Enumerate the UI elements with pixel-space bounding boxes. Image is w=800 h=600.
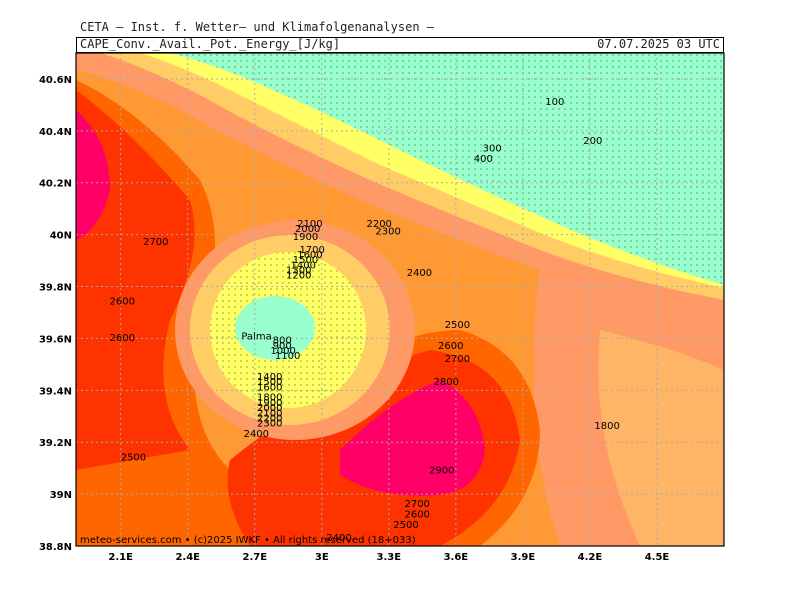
lat-tick-label: 40N xyxy=(50,231,72,242)
contour-label: 1600 xyxy=(297,250,322,261)
contour-label: 2700 xyxy=(445,354,470,365)
contour-label: 1800 xyxy=(257,393,282,404)
contour-label: 1400 xyxy=(291,260,316,271)
band-lowest-dots xyxy=(150,53,724,285)
contour-label: 1400 xyxy=(257,372,282,383)
contour-label: 2800 xyxy=(434,377,459,388)
contour-label: 100 xyxy=(545,97,564,108)
contour-label: 1500 xyxy=(257,377,282,388)
valid-time: 07.07.2025 03 UTC xyxy=(597,37,720,51)
contour-label: 1900 xyxy=(257,398,282,409)
contour-label: 2700 xyxy=(143,237,168,248)
lat-tick-label: 39N xyxy=(50,490,72,501)
contour-label: 1000 xyxy=(270,346,295,357)
lat-tick-label: 39.6N xyxy=(39,334,72,345)
contour-label: 400 xyxy=(474,154,493,165)
contour-label: 2600 xyxy=(110,297,135,308)
contour-label: 2000 xyxy=(295,224,320,235)
band-pale-se xyxy=(598,330,724,546)
contour-label: 2300 xyxy=(257,419,282,430)
lon-tick-label: 3E xyxy=(315,552,329,563)
field-name: CAPE_Conv._Avail._Pot._Energy_[J/kg] xyxy=(80,37,341,51)
contour-label: 2300 xyxy=(375,227,400,238)
contour-label: 1600 xyxy=(257,382,282,393)
lat-tick-label: 39.8N xyxy=(39,283,72,294)
contour-label: 2600 xyxy=(438,341,463,352)
contour-label: 2400 xyxy=(407,268,432,279)
band-magenta-s xyxy=(340,380,485,496)
lon-tick-label: 3.9E xyxy=(511,552,536,563)
lat-tick-label: 40.2N xyxy=(39,179,72,190)
contour-label: 1200 xyxy=(286,271,311,282)
credit-line: meteo-services.com • (c)2025 IWKF • All … xyxy=(80,535,416,546)
band-magenta-w xyxy=(76,110,110,240)
contour-label: 2600 xyxy=(404,509,429,520)
contour-label: 2500 xyxy=(393,520,418,531)
lat-tick-label: 39.2N xyxy=(39,438,72,449)
contour-label: 2100 xyxy=(297,219,322,230)
lon-tick-label: 2.1E xyxy=(108,552,133,563)
lon-tick-label: 2.7E xyxy=(242,552,267,563)
lon-tick-label: 3.6E xyxy=(444,552,469,563)
lon-tick-label: 2.4E xyxy=(175,552,200,563)
contour-label: 1800 xyxy=(594,421,619,432)
chart-title: CETA — Inst. f. Wetter— und Klimafolgena… xyxy=(80,20,435,34)
contour-label: 2900 xyxy=(429,465,454,476)
contour-label: 2200 xyxy=(257,413,282,424)
map-frame xyxy=(75,52,725,547)
lon-tick-label: 3.3E xyxy=(377,552,402,563)
lat-tick-label: 38.8N xyxy=(39,542,72,553)
contour-labels: 1002003004002100200019001700160015001400… xyxy=(110,97,620,544)
contour-label: 300 xyxy=(483,144,502,155)
contour-label: 2500 xyxy=(121,452,146,463)
contour-label: 2600 xyxy=(110,333,135,344)
contour-label: 1700 xyxy=(299,245,324,256)
contour-label: 200 xyxy=(583,136,602,147)
contour-label: 2100 xyxy=(257,408,282,419)
longitude-ticks: 2.1E 2.4E 2.7E 3E 3.3E 3.6E 3.9E 4.2E 4.5E xyxy=(108,552,669,563)
contour-label: 1100 xyxy=(275,351,300,362)
lat-tick-label: 40.6N xyxy=(39,75,72,86)
lon-tick-label: 4.5E xyxy=(645,552,670,563)
contour-label: 2400 xyxy=(244,429,269,440)
contour-label: 2400 xyxy=(326,533,351,544)
contour-label: 1300 xyxy=(286,266,311,277)
place-palma-label: Palma xyxy=(241,332,271,343)
lat-tick-label: 40.4N xyxy=(39,127,72,138)
latitude-ticks: 40.6N 40.4N 40.2N 40N 39.8N 39.6N 39.4N 39.2N 39… xyxy=(39,75,72,553)
lon-tick-label: 4.2E xyxy=(578,552,603,563)
contour-label: 900 xyxy=(273,341,292,352)
contour-label: 1900 xyxy=(293,232,318,243)
lat-tick-label: 39.4N xyxy=(39,386,72,397)
filled-contours xyxy=(76,53,724,546)
contour-label: 2700 xyxy=(404,499,429,510)
contour-label: 2000 xyxy=(257,403,282,414)
contour-label: 2500 xyxy=(445,320,470,331)
contour-label: 1500 xyxy=(293,255,318,266)
contour-label: 800 xyxy=(273,336,292,347)
contour-label: 2200 xyxy=(366,219,391,230)
